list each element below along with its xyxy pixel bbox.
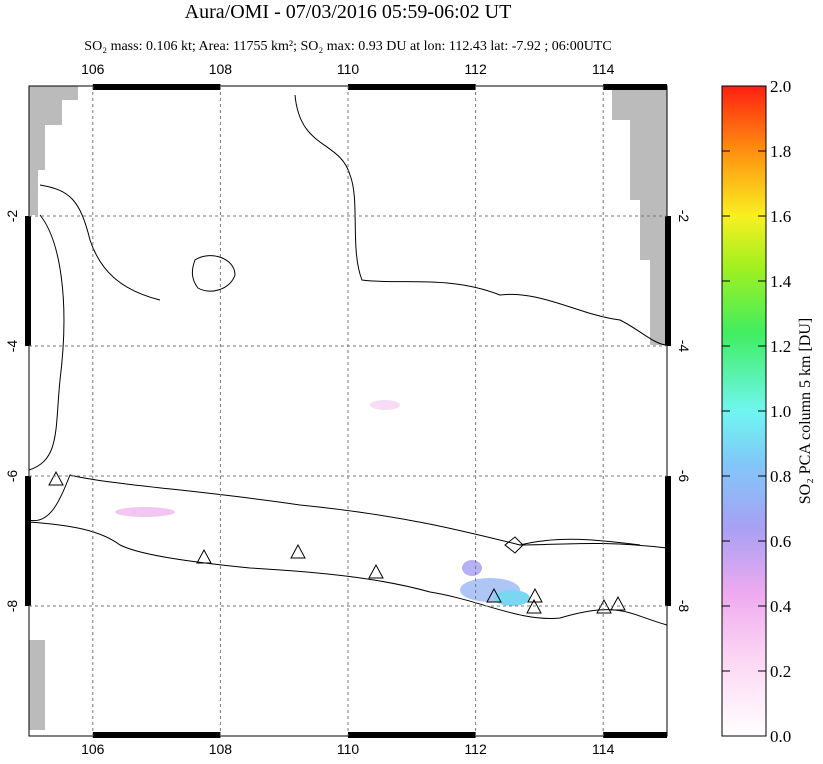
title: Aura/OMI - 07/03/2016 05:59-06:02 UT <box>185 1 512 23</box>
subtitle: SO₂ mass: 0.106 kt; Area: 11755 km²; SO₂… <box>84 39 611 54</box>
frame-bar <box>348 732 476 738</box>
x-tick-label: 114 <box>592 741 615 757</box>
colorbar-tick-label: 1.8 <box>770 142 791 161</box>
x-tick-label: 106 <box>81 61 105 77</box>
colorbar-tick-label: 1.6 <box>770 207 791 226</box>
frame-bar <box>665 476 671 606</box>
frame-bar <box>92 84 221 90</box>
so2-plume <box>370 400 400 410</box>
y-tick-label: -8 <box>676 600 692 613</box>
x-tick-label: 110 <box>337 61 360 77</box>
x-tick-label: 106 <box>81 741 105 757</box>
volcanoes <box>48 470 626 614</box>
x-tick-label: 112 <box>464 61 487 77</box>
frame-bar <box>665 216 671 346</box>
colorbar-tick-label: 2.0 <box>770 77 791 96</box>
colorbar-tick-label: 1.0 <box>770 402 791 421</box>
colorbar-tick-label: 0.2 <box>770 662 791 681</box>
coastline <box>191 255 236 292</box>
y-tick-label: -4 <box>4 340 20 353</box>
x-tick-label: 114 <box>592 61 615 77</box>
y-tick-label: -4 <box>676 340 692 353</box>
so2-plume <box>462 560 482 576</box>
frame-bar <box>348 84 476 90</box>
x-tick-label: 112 <box>464 741 487 757</box>
no-data <box>29 86 78 215</box>
colorbar-tick-label: 0.8 <box>770 467 791 486</box>
frame-bar <box>25 476 31 606</box>
colorbar-tick-label: 1.2 <box>770 337 791 356</box>
coastline <box>504 536 641 554</box>
frame-bar <box>92 732 221 738</box>
y-tick-label: -6 <box>4 470 20 483</box>
x-tick-label: 108 <box>209 61 233 77</box>
coastline <box>294 94 667 346</box>
frame-bar <box>603 84 667 90</box>
y-tick-label: -2 <box>4 210 20 223</box>
x-tick-label: 108 <box>209 741 233 757</box>
colorbar-label: SO₂ PCA column 5 km [DU] <box>797 318 814 504</box>
no-data <box>29 640 45 730</box>
coastline <box>29 184 161 471</box>
colorbar-tick-label: 0.0 <box>770 727 791 746</box>
frame-bar <box>603 732 667 738</box>
colorbar-tick-label: 0.6 <box>770 532 791 551</box>
frame-bar <box>25 216 31 346</box>
colorbar-tick-label: 0.4 <box>770 597 792 616</box>
so2-plume <box>115 507 175 517</box>
so2-plume <box>494 590 530 606</box>
no-data <box>612 86 667 345</box>
y-tick-label: -2 <box>676 210 692 223</box>
coastline <box>29 474 667 626</box>
x-tick-label: 110 <box>337 741 360 757</box>
y-tick-label: -8 <box>4 600 20 613</box>
y-tick-label: -6 <box>676 470 692 483</box>
colorbar-tick-label: 1.4 <box>770 272 792 291</box>
